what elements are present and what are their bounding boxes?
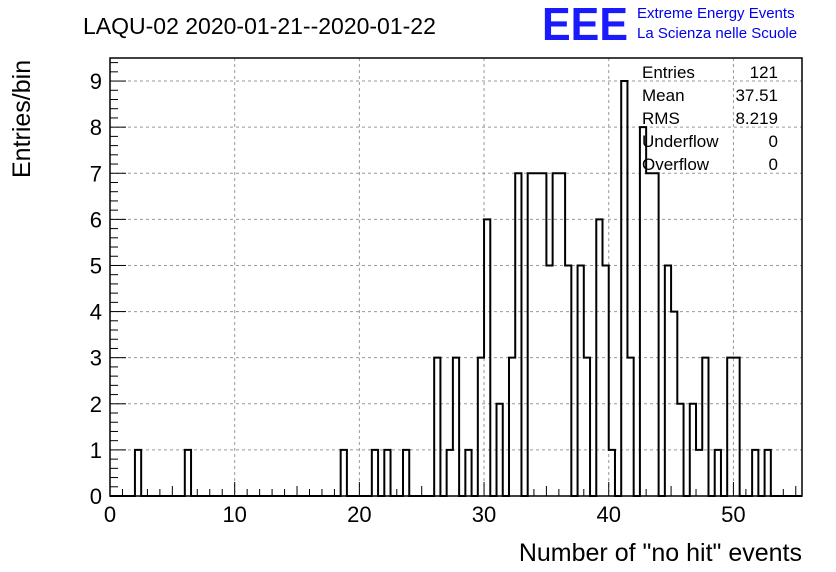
stats-label: Underflow <box>642 132 719 151</box>
y-tick-label: 3 <box>90 346 102 371</box>
stats-value: 0 <box>769 132 778 151</box>
y-tick-label: 9 <box>90 69 102 94</box>
tick-labels: 0 10 20 30 40 50 0 1 2 3 4 5 6 7 8 9 <box>90 69 746 527</box>
x-tick-label: 10 <box>222 502 246 527</box>
y-tick-label: 0 <box>90 484 102 509</box>
y-tick-label: 2 <box>90 392 102 417</box>
chart-title: LAQU-02 2020-01-21--2020-01-22 <box>83 13 436 39</box>
histogram-bar <box>696 450 702 496</box>
x-tick-label: 40 <box>596 502 620 527</box>
x-tick-label: 20 <box>347 502 371 527</box>
y-tick-label: 1 <box>90 438 102 463</box>
y-tick-label: 6 <box>90 207 102 232</box>
stats-label: Entries <box>642 63 695 82</box>
logo-line-1: Extreme Energy Events <box>637 5 795 22</box>
x-tick-label: 30 <box>472 502 496 527</box>
plot-frame <box>109 57 803 497</box>
stats-value: 37.51 <box>735 86 778 105</box>
histogram-bar <box>646 173 652 496</box>
stats-box: Entries 121 Mean 37.51 RMS 8.219 Underflow 0 Ove… <box>642 63 778 174</box>
y-tick-label: 8 <box>90 115 102 140</box>
stats-value: 8.219 <box>735 109 778 128</box>
stats-value: 121 <box>750 63 778 82</box>
axes <box>109 57 803 497</box>
x-axis-label: Number of "no hit" events <box>519 539 802 567</box>
grid-lines <box>110 58 802 496</box>
x-tick-label: 50 <box>721 502 745 527</box>
y-tick-label: 7 <box>90 161 102 186</box>
x-tick-label: 0 <box>104 502 116 527</box>
histogram-bar <box>534 173 540 496</box>
y-axis-label: Entries/bin <box>8 60 36 178</box>
eee-logo: EEE Extreme Energy Events La Scienza nel… <box>542 0 797 50</box>
stats-value: 0 <box>769 155 778 174</box>
logo-mark: EEE <box>542 0 628 50</box>
logo-line-2: La Scienza nelle Scuole <box>637 25 797 42</box>
y-tick-label: 5 <box>90 253 102 278</box>
stats-label: Overflow <box>642 155 710 174</box>
stats-label: Mean <box>642 86 685 105</box>
y-tick-label: 4 <box>90 300 102 325</box>
stats-label: RMS <box>642 109 680 128</box>
histogram-bar <box>546 265 552 496</box>
